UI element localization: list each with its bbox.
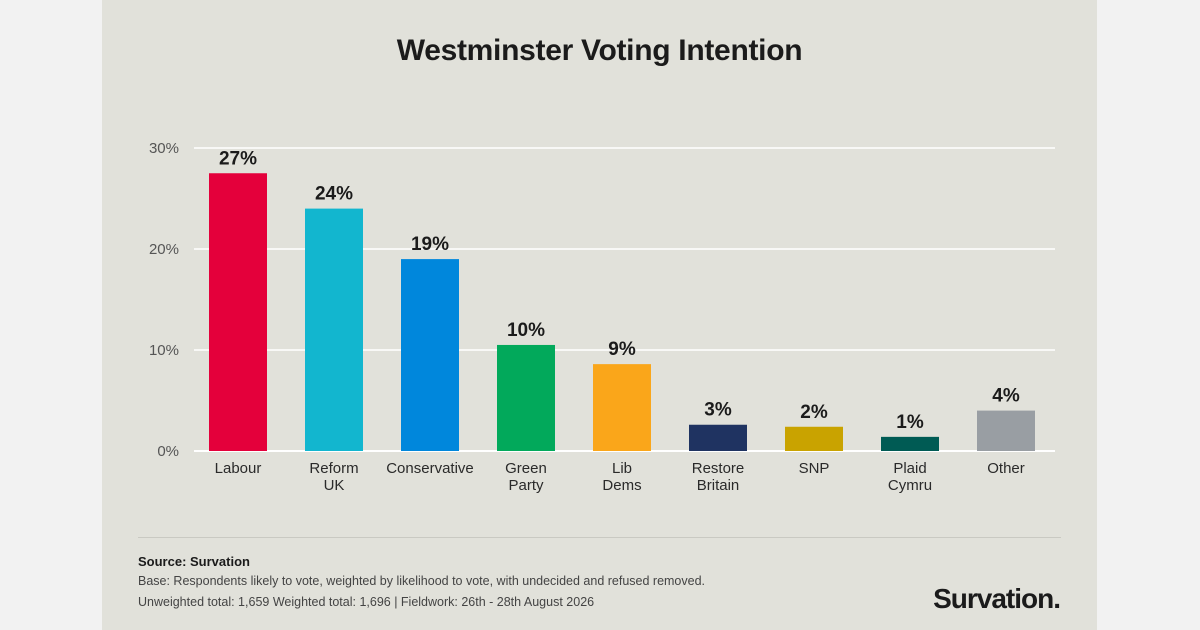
bar [497, 344, 555, 451]
data-label: 4% [992, 386, 1020, 407]
y-tick-label: 20% [149, 241, 179, 258]
x-tick-label: Lib Dems [602, 460, 641, 494]
bar [689, 424, 747, 451]
x-tick-label: Conservative [386, 460, 474, 477]
chart-title: Westminster Voting Intention [396, 34, 803, 67]
data-label: 27% [219, 148, 257, 169]
data-label: 9% [608, 339, 636, 360]
footer-divider [138, 537, 1061, 538]
bar [305, 208, 363, 451]
data-label: 2% [800, 402, 828, 423]
bar-chart: 0% 10% 20% 30% 27% Labour 24% Reform UK 19% Conser… [149, 140, 1055, 494]
bar [401, 259, 459, 451]
bar [209, 173, 267, 451]
x-tick-label: Other [987, 460, 1025, 477]
bar [881, 436, 939, 451]
bar [785, 426, 843, 451]
y-tick-label: 10% [149, 342, 179, 359]
data-label: 3% [704, 400, 732, 421]
y-tick-label: 30% [149, 140, 179, 157]
base-note: Base: Respondents likely to vote, weight… [138, 574, 706, 588]
y-tick-label: 0% [157, 443, 179, 460]
x-tick-label: Green Party [505, 460, 547, 494]
survation-logo: Survation. [933, 583, 1061, 614]
bar [977, 410, 1035, 451]
bar [593, 364, 651, 451]
x-tick-label: SNP [799, 460, 830, 477]
data-label: 10% [507, 320, 545, 341]
x-tick-label: Plaid Cymru [888, 460, 932, 494]
x-tick-label: Restore Britain [692, 460, 745, 494]
x-tick-label: Labour [215, 460, 262, 477]
data-label: 24% [315, 184, 353, 205]
totals-note: Unweighted total: 1,659 Weighted total: … [138, 595, 595, 609]
x-tick-label: Reform UK [309, 460, 358, 494]
source-label: Source: Survation [138, 554, 250, 569]
data-label: 19% [411, 234, 449, 255]
chart-panel: Westminster Voting Intention 0% 10% 20% 30%… [102, 0, 1097, 630]
data-label: 1% [896, 412, 924, 433]
